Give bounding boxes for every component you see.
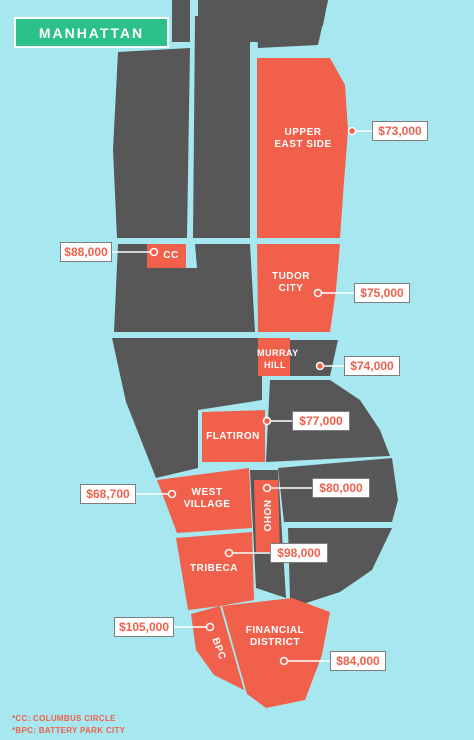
block-murray-east	[290, 340, 338, 376]
price-murray-hill: $74,000	[344, 356, 400, 376]
price-financial-district: $84,000	[330, 651, 386, 671]
marker-tudor	[313, 288, 323, 298]
marker-flatiron	[262, 416, 272, 426]
block-lower-east-side	[288, 528, 392, 605]
block-chelsea	[112, 338, 262, 478]
price-bpc: $105,000	[114, 617, 174, 637]
flatiron-area[interactable]	[202, 410, 265, 462]
block-central-park	[193, 16, 250, 238]
noho-area[interactable]	[254, 480, 280, 552]
marker-cc	[149, 247, 159, 257]
upper-east-side-area[interactable]	[257, 58, 348, 238]
label-tudor-city: TUDOR CITY	[271, 271, 311, 294]
price-west-village: $68,700	[80, 484, 136, 504]
marker-murray	[315, 361, 325, 371]
footnote-bpc: *BPC: BATTERY PARK CITY	[12, 726, 126, 735]
footnote-cc: *CC: COLUMBUS CIRCLE	[12, 714, 116, 723]
label-cc: CC	[163, 250, 179, 261]
marker-fidi	[279, 656, 289, 666]
price-cc: $88,000	[60, 242, 112, 262]
marker-ues	[347, 126, 357, 136]
price-tribeca: $98,000	[270, 543, 328, 563]
marker-bpc	[205, 622, 215, 632]
marker-tribeca	[224, 548, 234, 558]
price-noho: $80,000	[312, 478, 370, 498]
label-financial-district: FINANCIAL DISTRICT	[245, 625, 305, 648]
west-village-area[interactable]	[157, 468, 252, 533]
label-flatiron: FLATIRON	[206, 431, 260, 442]
label-upper-east-side: UPPER EAST SIDE	[274, 127, 332, 150]
block-upper-west-side	[113, 48, 190, 238]
map-title-badge: MANHATTAN	[14, 17, 169, 48]
block-east-harlem	[255, 0, 328, 48]
label-tribeca: TRIBECA	[190, 563, 238, 574]
price-flatiron: $77,000	[292, 411, 350, 431]
block-top-left-strip	[172, 0, 190, 42]
marker-west-village	[167, 489, 177, 499]
price-upper-east-side: $73,000	[372, 121, 428, 141]
tribeca-area[interactable]	[176, 532, 254, 610]
murray-hill-area[interactable]	[258, 338, 290, 376]
price-tudor-city: $75,000	[354, 283, 410, 303]
label-west-village: WEST VILLAGE	[183, 487, 231, 510]
block-midtown	[195, 244, 255, 332]
label-murray-hill: MURRAY HILL	[257, 348, 299, 370]
label-noho: NOHO	[261, 500, 272, 532]
financial-district-area[interactable]	[222, 598, 330, 708]
marker-noho	[262, 483, 272, 493]
tudor-city-area[interactable]	[257, 244, 340, 332]
